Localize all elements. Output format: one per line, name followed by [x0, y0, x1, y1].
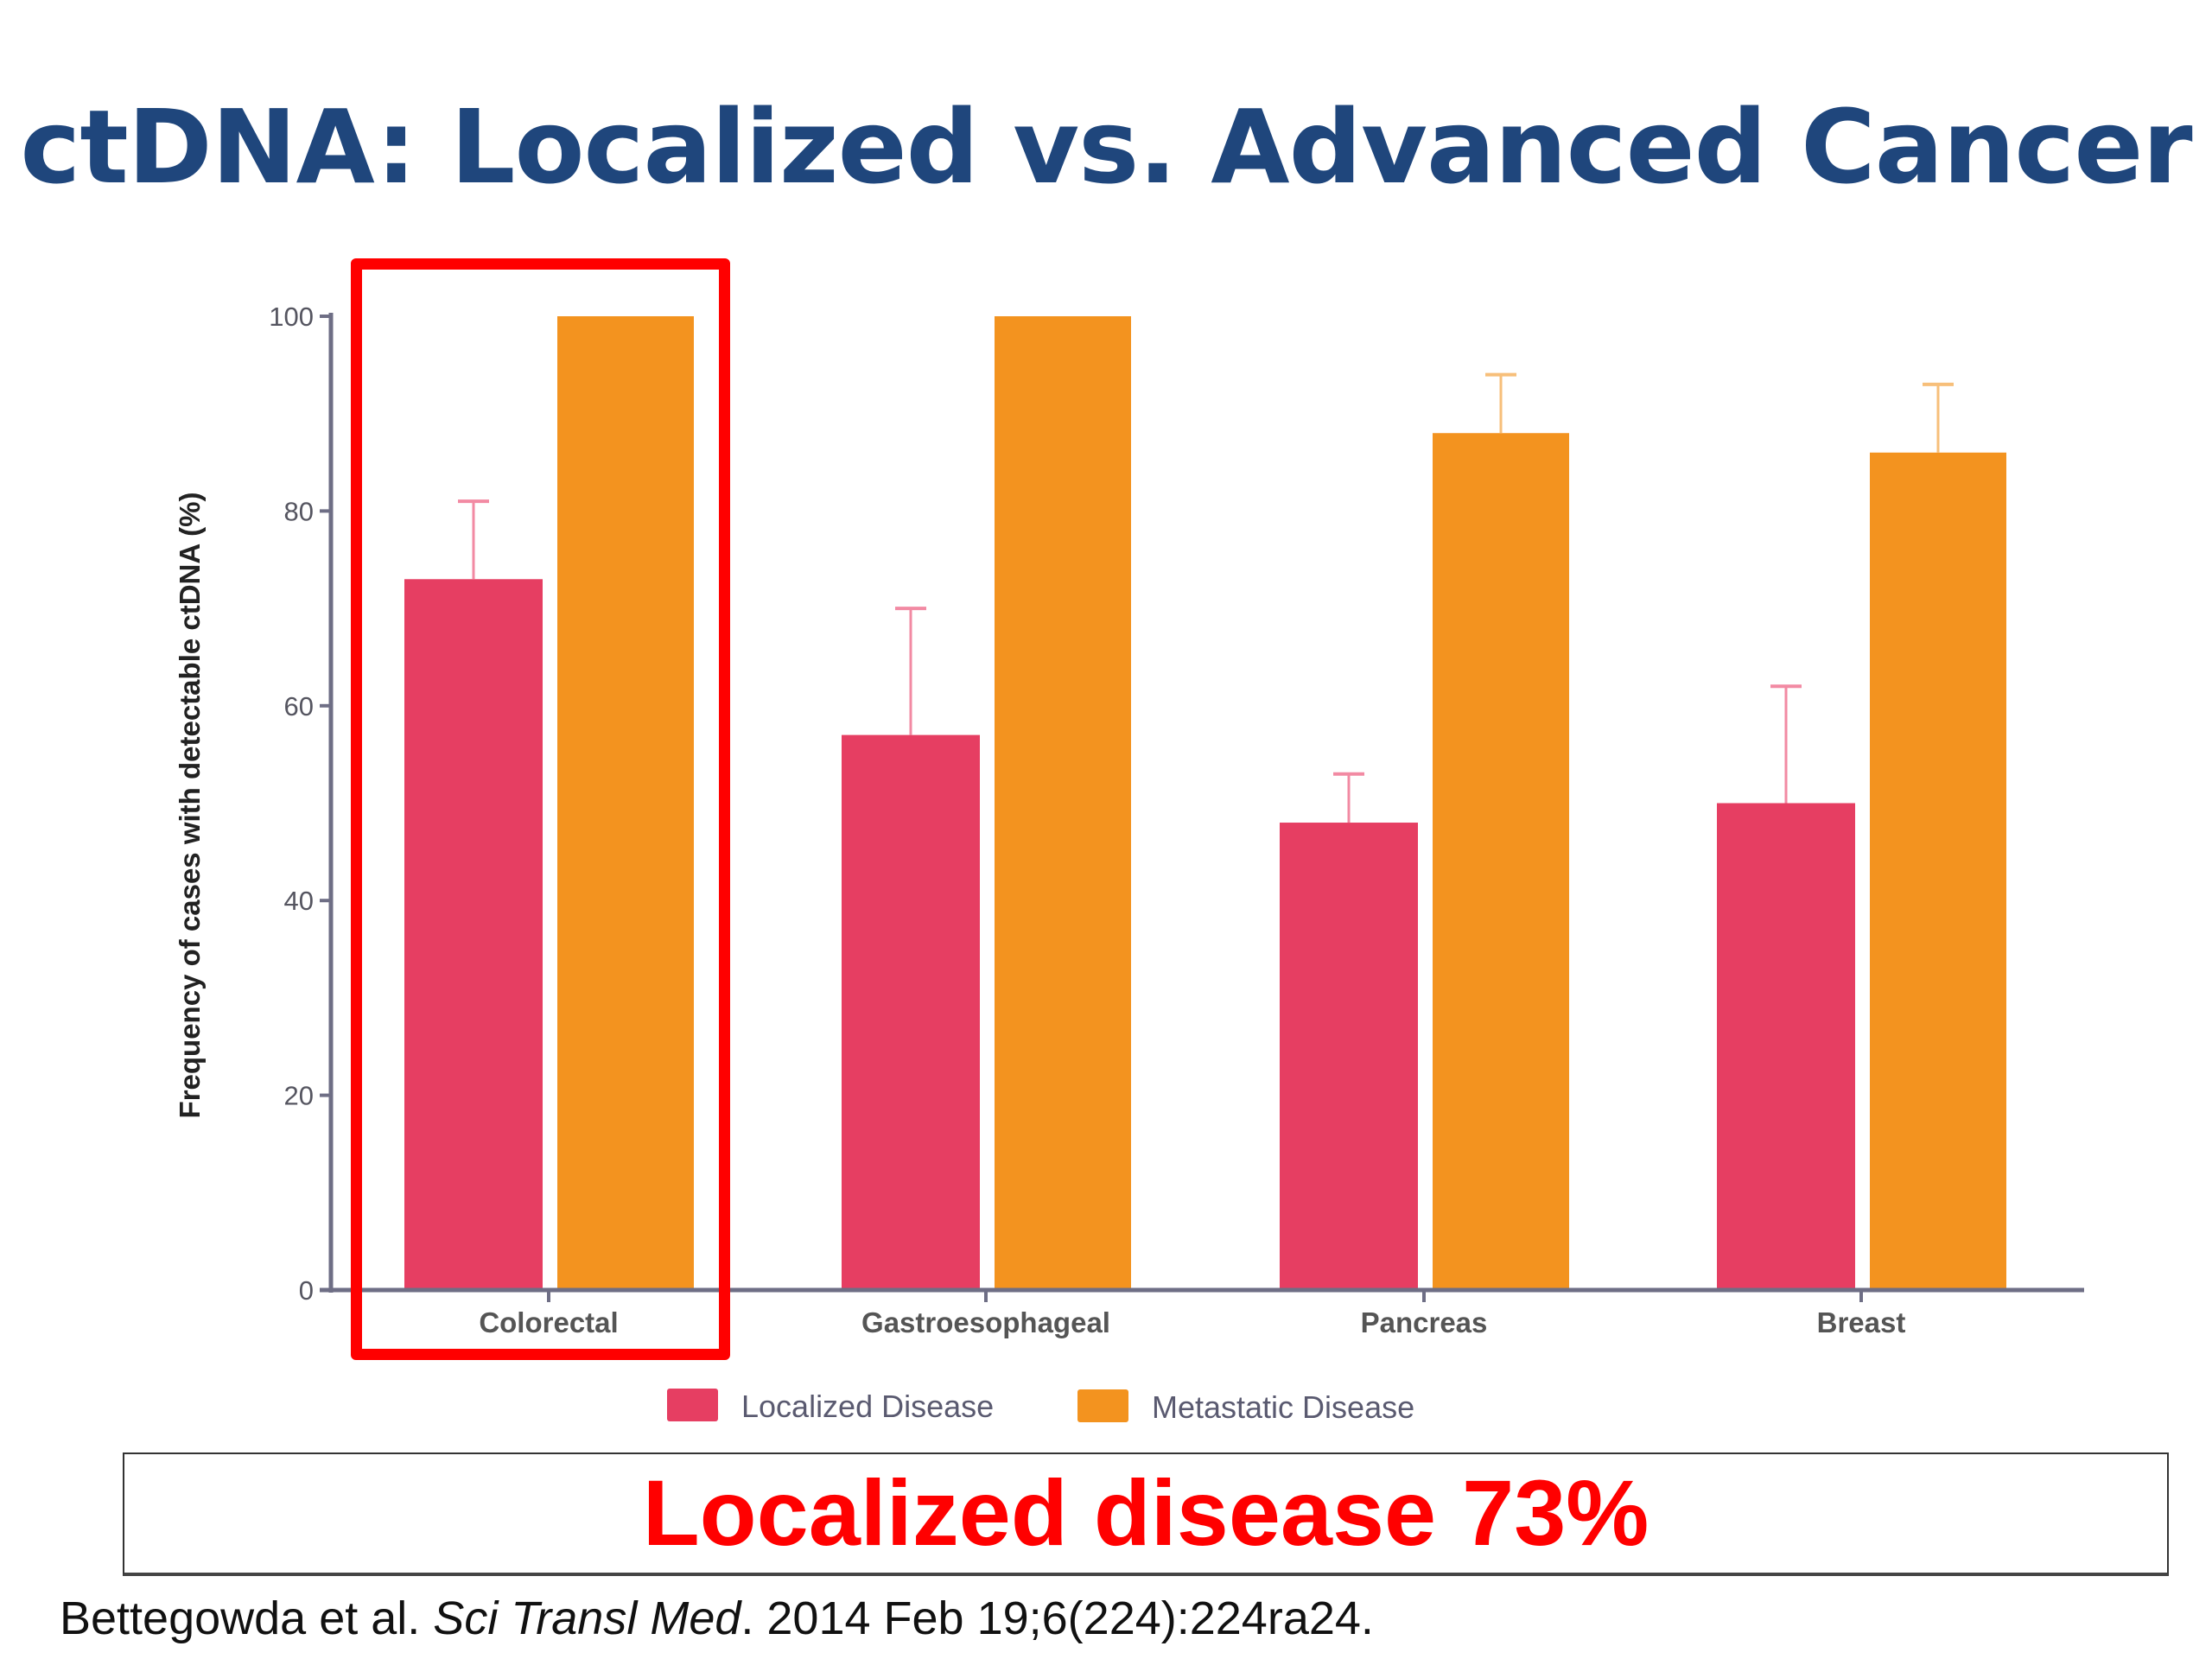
legend-label-metastatic: Metastatic Disease — [1152, 1389, 1414, 1425]
bar-localized-breast — [1717, 803, 1855, 1290]
y-ticks-group: 0 20 40 60 80 100 — [269, 302, 331, 1306]
y-tick-label: 100 — [269, 302, 314, 332]
citation: Bettegowda et al. Sci Transl Med. 2014 F… — [60, 1592, 1374, 1645]
error-bar-metastatic-pancreas — [1485, 372, 1516, 434]
x-tick-label-gastroesophageal: Gastroesophageal — [861, 1306, 1110, 1338]
x-ticks-group: Colorectal Gastroesophageal Pancreas Breast — [479, 1290, 1905, 1338]
legend-label-localized: Localized Disease — [741, 1389, 994, 1424]
y-axis-label: Frequency of cases with detectable ctDNA… — [174, 493, 206, 1119]
y-tick-label: 40 — [284, 886, 314, 916]
y-tick-label: 0 — [299, 1275, 314, 1306]
bars-group — [404, 316, 2006, 1290]
citation-authors: Bettegowda et al. — [60, 1592, 434, 1644]
x-tick-label-colorectal: Colorectal — [479, 1306, 618, 1338]
y-tick-label: 60 — [284, 691, 314, 721]
legend-swatch-metastatic — [1077, 1389, 1128, 1422]
citation-details: . 2014 Feb 19;6(224):224ra24. — [741, 1592, 1374, 1644]
citation-journal: Sci Transl Med — [433, 1592, 741, 1644]
bar-metastatic-breast — [1870, 452, 2006, 1290]
bar-metastatic-pancreas — [1433, 433, 1569, 1290]
error-bar-localized-pancreas — [1333, 772, 1364, 823]
error-bar-localized-gastroesophageal — [895, 607, 926, 735]
error-bar-metastatic-breast — [1923, 382, 1954, 453]
error-bars-group — [458, 372, 1954, 823]
bar-localized-pancreas — [1280, 823, 1418, 1290]
bar-localized-gastroesophageal — [842, 734, 980, 1290]
colorectal-highlight-box — [351, 258, 730, 1360]
y-tick-label: 80 — [284, 496, 314, 526]
bar-localized-colorectal — [404, 579, 543, 1290]
bar-metastatic-colorectal — [557, 316, 694, 1290]
error-bar-localized-colorectal — [458, 499, 489, 580]
error-bar-localized-breast — [1770, 684, 1802, 804]
bar-metastatic-gastroesophageal — [995, 316, 1131, 1290]
legend-swatch-localized — [667, 1389, 718, 1421]
legend: Localized Disease Metastatic Disease — [667, 1389, 1414, 1425]
x-tick-label-pancreas: Pancreas — [1361, 1306, 1488, 1338]
callout-box: Localized disease 73% — [123, 1452, 2169, 1576]
callout-text: Localized disease 73% — [642, 1460, 1649, 1565]
y-tick-label: 20 — [284, 1081, 314, 1111]
x-tick-label-breast: Breast — [1817, 1306, 1906, 1338]
slide-title: ctDNA: Localized vs. Advanced Cancer — [20, 87, 2192, 207]
